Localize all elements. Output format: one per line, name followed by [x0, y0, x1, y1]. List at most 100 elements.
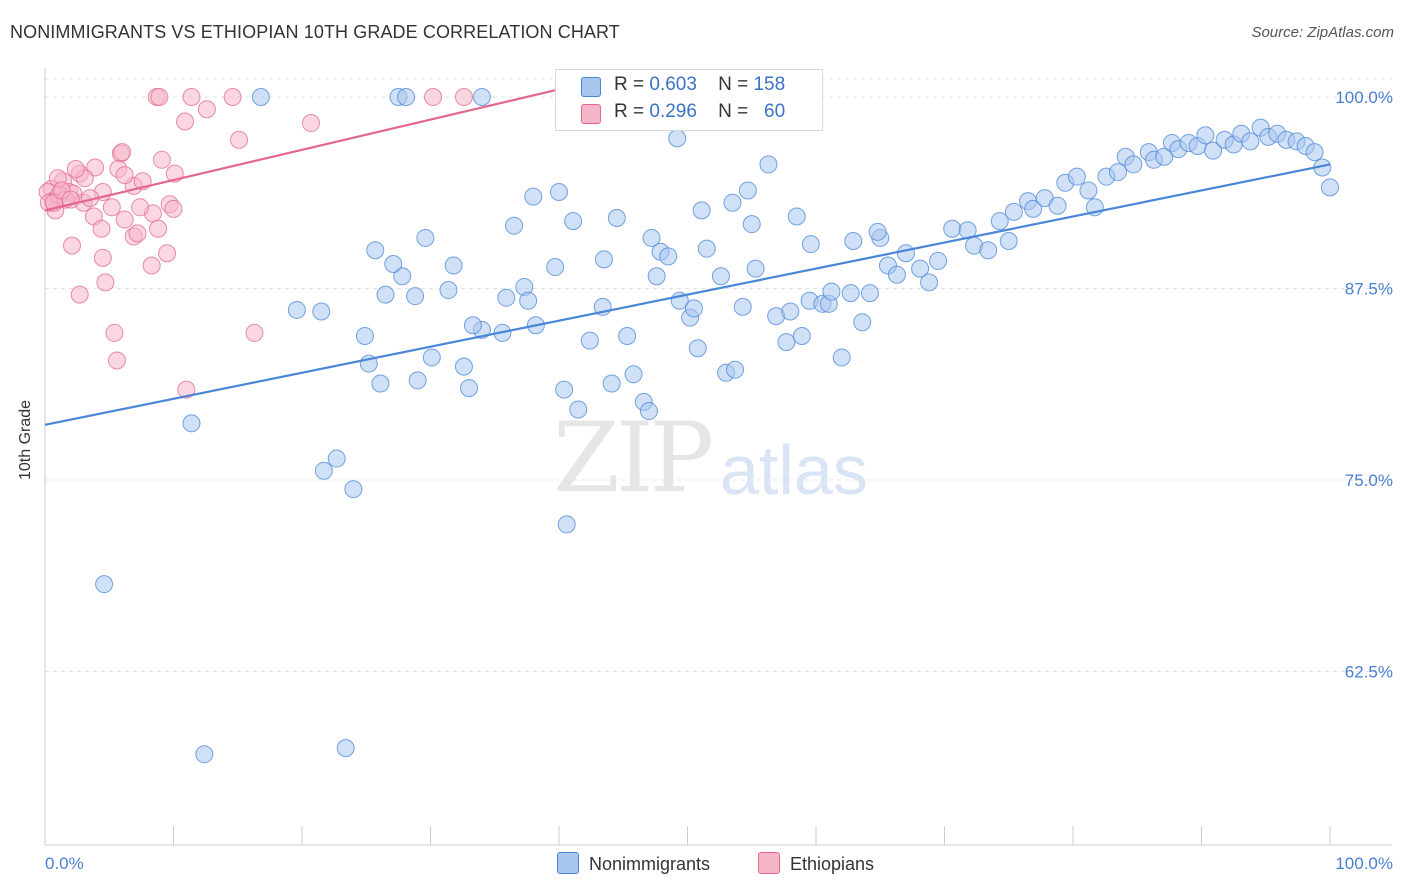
- point-nonimmigrants: [95, 575, 114, 594]
- point-ethiopians: [142, 256, 161, 275]
- legend-stats-nonimmigrants: R = 0.603 N = 158: [614, 74, 786, 95]
- point-nonimmigrants: [355, 326, 374, 345]
- point-nonimmigrants: [472, 88, 491, 106]
- point-nonimmigrants: [1155, 147, 1174, 166]
- point-nonimmigrants: [393, 267, 412, 286]
- point-ethiopians: [93, 248, 112, 267]
- n-value: 60: [764, 101, 786, 122]
- axes: [44, 68, 1392, 846]
- point-ethiopians: [152, 150, 171, 169]
- x-tick-label-max: 100.0%: [1335, 854, 1393, 873]
- point-nonimmigrants: [376, 285, 395, 304]
- point-nonimmigrants: [384, 254, 403, 273]
- legend-item-ethiopians: Ethiopians: [758, 852, 874, 875]
- chart-title: NONIMMIGRANTS VS ETHIOPIAN 10TH GRADE CO…: [10, 22, 620, 42]
- point-nonimmigrants: [668, 129, 687, 148]
- point-nonimmigrants: [688, 339, 707, 358]
- legend-swatch-ethiopians: [581, 104, 601, 124]
- point-nonimmigrants: [439, 281, 458, 300]
- point-nonimmigrants: [1067, 167, 1086, 186]
- point-ethiopians: [424, 88, 443, 106]
- point-nonimmigrants: [1305, 143, 1324, 162]
- point-nonimmigrants: [860, 284, 879, 303]
- point-nonimmigrants: [746, 259, 765, 278]
- point-nonimmigrants: [564, 212, 583, 231]
- point-nonimmigrants: [920, 273, 939, 292]
- point-nonimmigrants: [557, 515, 576, 534]
- point-nonimmigrants: [911, 259, 930, 278]
- point-ethiopians: [149, 219, 168, 238]
- legend-swatch-ethiopians: [758, 852, 780, 874]
- y-tick-label: 100.0%: [1335, 88, 1393, 107]
- point-nonimmigrants: [887, 265, 906, 284]
- point-ethiopians: [105, 323, 124, 342]
- point-nonimmigrants: [868, 222, 887, 241]
- point-nonimmigrants: [406, 287, 425, 306]
- point-nonimmigrants: [444, 256, 463, 275]
- point-nonimmigrants: [1024, 199, 1043, 218]
- point-nonimmigrants: [781, 302, 800, 321]
- point-nonimmigrants: [366, 241, 385, 260]
- point-nonimmigrants: [287, 300, 306, 319]
- point-nonimmigrants: [979, 241, 998, 260]
- point-ethiopians: [176, 112, 195, 131]
- point-nonimmigrants: [580, 331, 599, 350]
- point-nonimmigrants: [416, 228, 435, 247]
- point-nonimmigrants: [408, 371, 427, 390]
- point-nonimmigrants: [841, 284, 860, 303]
- source-label: Source: ZipAtlas.com: [1251, 24, 1394, 41]
- series-ethiopians: [38, 88, 473, 399]
- point-nonimmigrants: [1196, 126, 1215, 145]
- legend-swatch-nonimmigrants: [557, 852, 579, 874]
- point-ethiopians: [113, 143, 132, 162]
- point-ethiopians: [102, 198, 121, 217]
- trend-line-ethiopians: [44, 86, 566, 212]
- point-nonimmigrants: [642, 228, 661, 247]
- point-nonimmigrants: [505, 216, 524, 235]
- point-nonimmigrants: [336, 739, 355, 758]
- point-ethiopians: [177, 380, 196, 399]
- point-nonimmigrants: [711, 267, 730, 286]
- point-nonimmigrants: [519, 291, 538, 310]
- point-ethiopians: [150, 88, 169, 106]
- point-nonimmigrants: [555, 380, 574, 399]
- point-nonimmigrants: [344, 480, 363, 499]
- point-nonimmigrants: [497, 288, 516, 307]
- point-nonimmigrants: [327, 449, 346, 468]
- point-ethiopians: [70, 285, 89, 304]
- point-ethiopians: [454, 88, 473, 106]
- point-nonimmigrants: [659, 247, 678, 266]
- point-ethiopians: [96, 273, 115, 292]
- point-nonimmigrants: [723, 193, 742, 212]
- point-nonimmigrants: [647, 267, 666, 286]
- point-nonimmigrants: [1321, 178, 1339, 197]
- point-nonimmigrants: [943, 219, 962, 238]
- point-nonimmigrants: [896, 244, 915, 263]
- point-ethiopians: [131, 198, 150, 217]
- point-nonimmigrants: [787, 207, 806, 226]
- point-ethiopians: [182, 88, 201, 106]
- point-ethiopians: [301, 114, 320, 133]
- point-ethiopians: [128, 224, 147, 243]
- point-nonimmigrants: [1108, 163, 1127, 182]
- stats-legend: R = 0.603 N = 158 R = 0.296 N = 60: [555, 69, 823, 131]
- point-nonimmigrants: [454, 357, 473, 376]
- point-nonimmigrants: [569, 400, 588, 419]
- point-nonimmigrants: [990, 212, 1009, 231]
- point-nonimmigrants: [639, 402, 658, 421]
- point-ethiopians: [245, 323, 264, 342]
- trend-lines: [44, 86, 1331, 426]
- y-tick-label: 75.0%: [1345, 471, 1393, 490]
- point-nonimmigrants: [607, 209, 626, 228]
- point-nonimmigrants: [460, 379, 479, 398]
- point-nonimmigrants: [801, 235, 820, 254]
- watermark-zip: ZIP: [553, 402, 714, 514]
- point-nonimmigrants: [1124, 155, 1143, 174]
- legend-label-nonimmigrants: Nonimmigrants: [589, 854, 711, 874]
- point-nonimmigrants: [822, 282, 841, 301]
- point-nonimmigrants: [742, 215, 761, 234]
- point-nonimmigrants: [312, 302, 331, 321]
- n-value: 158: [753, 74, 786, 95]
- point-nonimmigrants: [602, 374, 621, 393]
- legend-item-nonimmigrants: Nonimmigrants: [557, 852, 710, 875]
